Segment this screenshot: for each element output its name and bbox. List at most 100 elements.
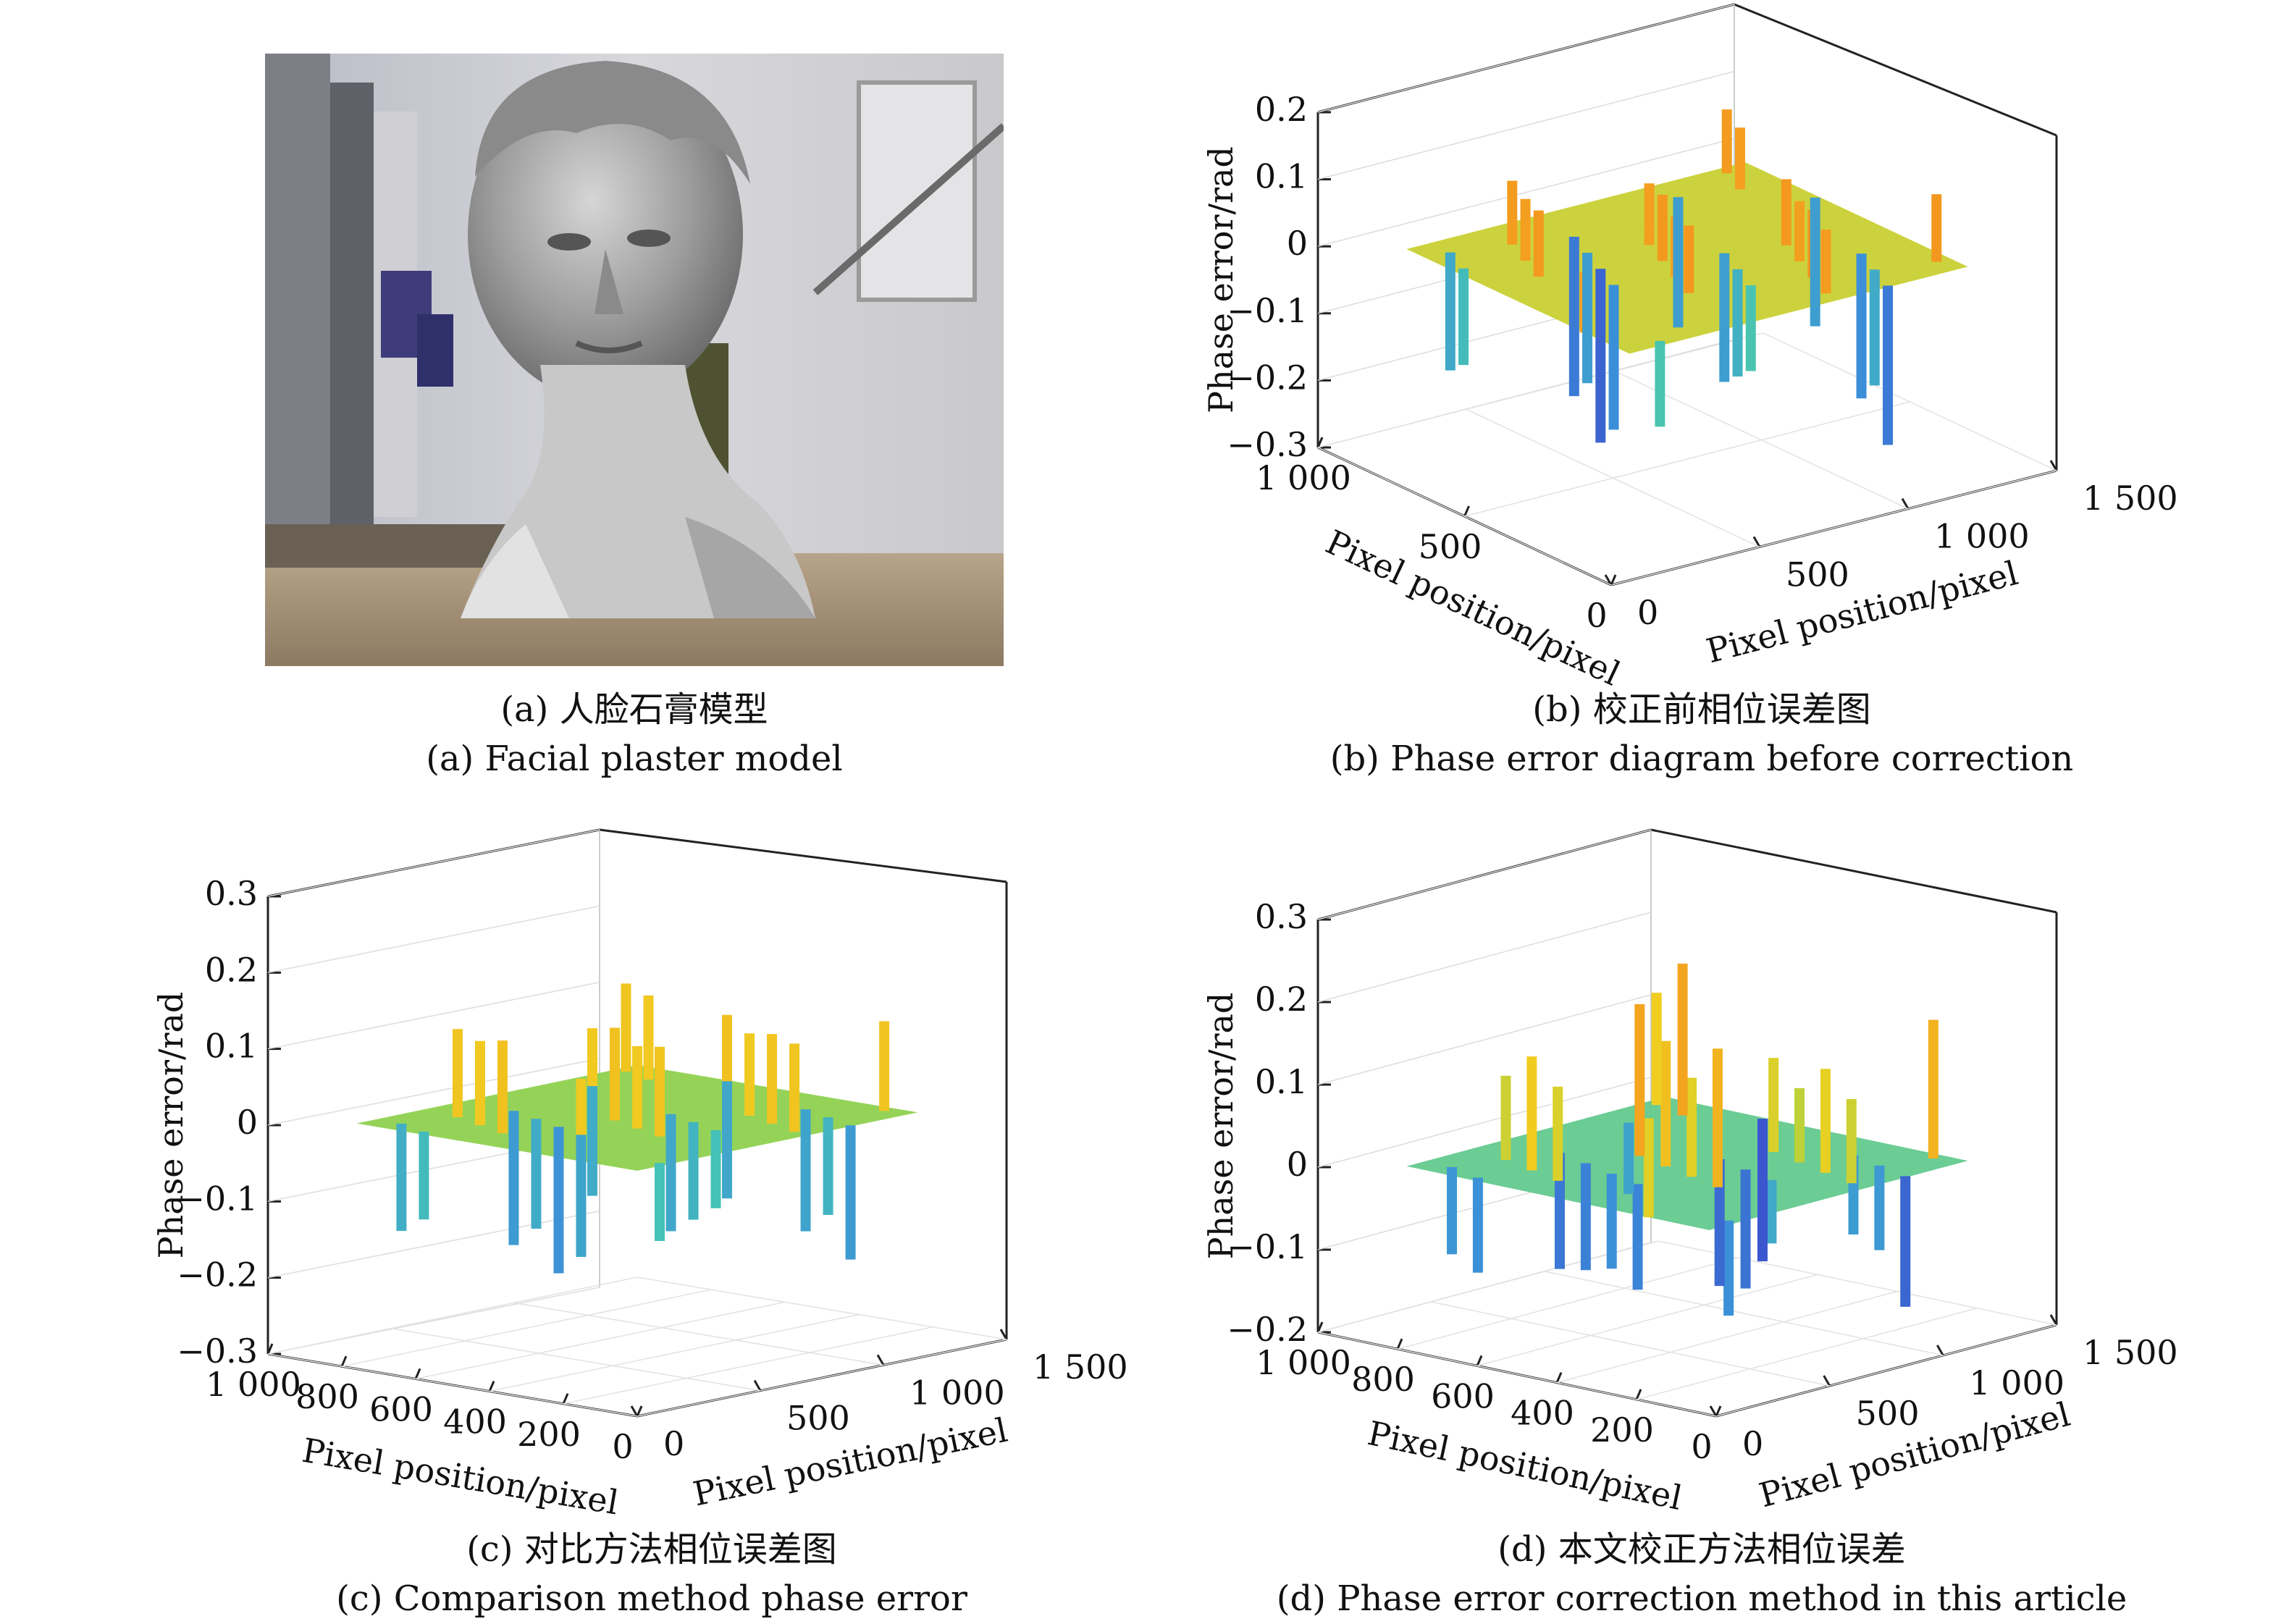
chart-d-y-tick	[1715, 1405, 1722, 1417]
chart-d-y-tick-label: 400	[1511, 1394, 1574, 1433]
chart-c-x-tick	[999, 1329, 1008, 1340]
chart-c-x-tick	[630, 1405, 639, 1417]
chart-d-z-tick-label: 0.2	[1255, 980, 1308, 1019]
chart-d-surface	[1406, 963, 1968, 1316]
chart-c-y-tick-label: 800	[295, 1377, 359, 1416]
chart-c-y-tick	[562, 1393, 569, 1405]
chart-d-y-tick-label: 1 000	[1256, 1343, 1351, 1382]
chart-b-x-grid	[1317, 447, 1612, 586]
chart-d-x-tick	[2049, 1314, 2058, 1326]
chart-c-y-tick-label: 400	[443, 1402, 507, 1442]
chart-b-y-tick-label: 500	[1419, 527, 1482, 566]
panel-c-caption-en: (c) Comparison method phase error	[336, 1578, 967, 1619]
chart-c-y-tick	[340, 1355, 348, 1367]
chart-b-z-tick-label: −0.1	[1227, 291, 1308, 330]
panel-d-caption-en: (d) Phase error correction method in thi…	[1276, 1578, 2127, 1619]
panel-b-caption-en: (b) Phase error diagram before correctio…	[1329, 739, 2074, 779]
chart-c-surface	[356, 983, 918, 1274]
chart-b-y-tick	[1316, 437, 1324, 448]
chart-d-top-right-edge	[1650, 828, 2057, 914]
chart-c-x-grid	[513, 1302, 884, 1366]
chart-c-z-label: Phase error/rad	[151, 992, 190, 1259]
chart-c-y-tick-label: 200	[517, 1415, 581, 1454]
chart-b-x-tick	[1901, 497, 1910, 510]
chart-c-frame	[266, 828, 1008, 1418]
chart-c-y-grid	[563, 1326, 933, 1405]
chart-c-x-grid	[637, 1276, 1007, 1340]
chart-d-x-grid	[1431, 1301, 1830, 1387]
chart-d-z-label: Phase error/rad	[1201, 993, 1240, 1260]
chart-d-z-tick-label: 0.1	[1255, 1062, 1308, 1101]
panel-c-caption-cn: (c) 对比方法相位误差图	[466, 1529, 837, 1570]
chart-b-top-right-edge	[1734, 3, 2057, 137]
chart-b-x-tick-label: 1 500	[2083, 479, 2178, 518]
chart-b-z-tick-label: 0	[1287, 224, 1308, 263]
chart-d-z-tick-label: −0.1	[1227, 1227, 1308, 1266]
chart-d-z-tick-label: 0.3	[1255, 897, 1308, 936]
chart-b-x-grid	[1763, 332, 2057, 471]
chart-c-x-tick-label: 500	[786, 1399, 850, 1438]
chart-c-x-tick	[876, 1354, 885, 1366]
chart-b-y-tick-label: 1 000	[1256, 458, 1351, 497]
chart-d-z-grid	[1317, 829, 1652, 920]
panel-a-caption-cn: (a) 人脸石膏模型	[500, 689, 768, 730]
chart-d-y-tick	[1635, 1389, 1642, 1400]
chart-c-z-tick-label: −0.1	[177, 1179, 258, 1218]
chart-c-z-tick-label: 0	[237, 1103, 258, 1142]
chart-d-y-tick	[1476, 1355, 1483, 1366]
chart-d-x-grid	[1317, 1331, 1717, 1417]
chart-d-x-grid	[1545, 1271, 1944, 1356]
chart-d-x-tick	[1936, 1345, 1944, 1356]
panel-b-caption-cn: (b) 校正前相位误差图	[1532, 689, 1871, 730]
chart-d-y-tick-label: 200	[1590, 1410, 1654, 1450]
chart-c-z-tick-label: 0.1	[205, 1027, 258, 1066]
chart-d-y-grid	[1636, 1308, 1978, 1400]
chart-d-y-grid	[1715, 1324, 2057, 1417]
chart-c-y-tick	[488, 1381, 495, 1392]
chart-b-z-tick-label: 0.2	[1255, 90, 1308, 129]
chart-b-z-label: Phase error/rad	[1201, 146, 1240, 413]
chart-b-y-tick	[1463, 505, 1470, 517]
chart-c-y-tick	[636, 1405, 643, 1417]
plaster-model-photo	[265, 54, 1004, 666]
chart-b-x-tick	[2049, 460, 2058, 471]
chart-c-x-tick-label: 1 500	[1033, 1347, 1128, 1387]
chart-d-y-tick	[1396, 1338, 1403, 1350]
chart-b-y-grid	[1464, 401, 1910, 517]
chart-b-x-tick	[1752, 536, 1761, 548]
chart-c-z-grid	[267, 981, 600, 1050]
chart-b-z-grid	[1317, 70, 1735, 180]
chart-c-x-tick	[753, 1379, 762, 1392]
chart-b-y-grid	[1610, 470, 2057, 586]
chart-b-x-tick	[1604, 574, 1613, 586]
chart-d-x-tick-label: 1 000	[1969, 1363, 2064, 1402]
chart-d-frame	[1316, 828, 2058, 1418]
chart-c-x-tick-label: 1 000	[910, 1373, 1005, 1412]
chart-c-z-tick-label: 0.2	[205, 950, 258, 989]
chart-d-z-grid	[1317, 912, 1652, 1003]
chart-d-x-tick-label: 500	[1856, 1394, 1920, 1433]
chart-d-z-tick-label: 0	[1287, 1145, 1308, 1184]
chart-b-x-tick-label: 500	[1786, 555, 1849, 594]
chart-d-z-grid	[1317, 994, 1652, 1085]
chart-d-y-grid	[1397, 1257, 1739, 1350]
chart-c-z-grid	[267, 1058, 600, 1126]
chart-c-z-tick-label: −0.2	[177, 1255, 258, 1295]
chart-b-z-tick-label: −0.2	[1227, 358, 1308, 397]
chart-c-z-tick-label: −0.3	[177, 1331, 258, 1371]
chart-c-y-tick-label: 600	[369, 1389, 433, 1429]
chart-c-z-grid	[267, 1210, 600, 1279]
chart-b-y-grid	[1317, 332, 1764, 448]
chart-c-y-tick-label: 0	[612, 1427, 633, 1466]
chart-b-z-grid	[1317, 4, 1735, 113]
chart-c-x-grid	[390, 1327, 761, 1392]
chart-c-y-grid	[341, 1289, 712, 1367]
chart-d-x-tick-label: 1 500	[2083, 1333, 2178, 1372]
chart-c-x-grid	[267, 1353, 638, 1417]
chart-c-y-grid	[637, 1339, 1007, 1417]
chart-b-x-tick-label: 1 000	[1934, 517, 2030, 556]
chart-b-z-grid	[1317, 138, 1735, 247]
chart-c-z-tick-label: 0.3	[205, 874, 258, 913]
chart-d-z-grid	[1317, 1077, 1652, 1168]
chart-c-z-grid	[267, 905, 600, 974]
